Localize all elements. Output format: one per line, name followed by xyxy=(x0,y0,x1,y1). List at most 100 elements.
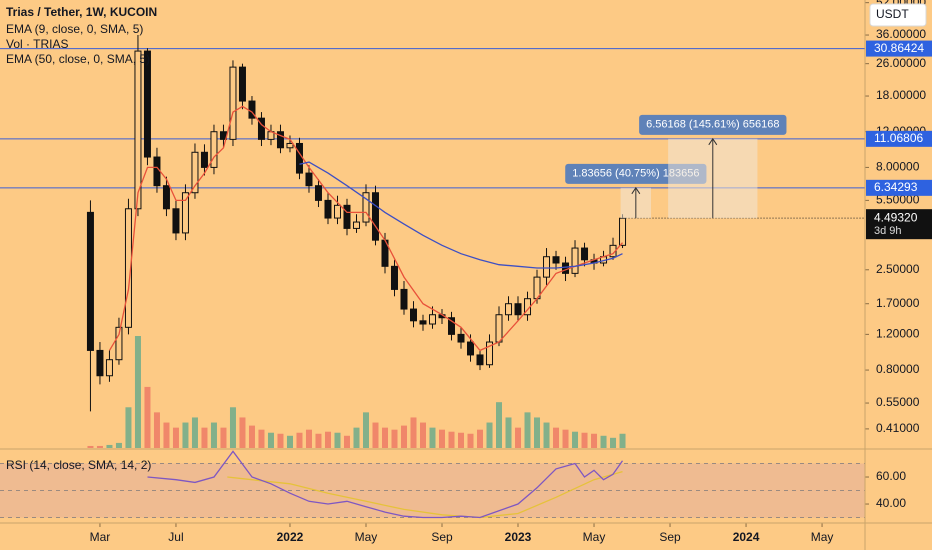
measure-arrowhead xyxy=(631,186,641,195)
legend-entry: Vol · TRIAS xyxy=(6,37,68,51)
volume-bar xyxy=(419,422,426,448)
volume-bar xyxy=(448,431,455,448)
volume-bar xyxy=(496,402,503,448)
x-tick-label: 2024 xyxy=(733,530,760,544)
candle-body xyxy=(476,354,484,366)
candle-body xyxy=(457,333,465,343)
volume-bar xyxy=(191,417,198,448)
measure-label-bg xyxy=(639,114,787,135)
volume-bar xyxy=(439,429,446,448)
x-tick-label: May xyxy=(811,530,834,544)
countdown: 3d 9h xyxy=(874,225,902,237)
y-tick-label: 60.00 xyxy=(876,469,906,483)
volume-bar xyxy=(343,435,350,448)
x-tick-label: May xyxy=(355,530,378,544)
candle-body xyxy=(153,156,161,187)
candle-body xyxy=(362,192,370,223)
candle-body xyxy=(505,303,513,316)
price-line-label: 6.34293 xyxy=(874,180,918,194)
volume-bar xyxy=(106,444,113,448)
x-tick-label: May xyxy=(583,530,606,544)
candle-body xyxy=(371,192,379,241)
candle-body xyxy=(419,320,427,325)
candle-body xyxy=(429,314,436,325)
volume-bar xyxy=(210,422,217,448)
volume-bar xyxy=(381,427,388,448)
candle-body xyxy=(514,303,522,316)
candle-body xyxy=(390,265,398,290)
volume-bar xyxy=(562,429,569,448)
candle-body xyxy=(143,50,151,158)
candle-body xyxy=(96,349,104,377)
rsi-pane xyxy=(0,450,865,519)
volume-bar xyxy=(96,445,103,448)
volume-bar xyxy=(144,386,151,448)
currency: USDT xyxy=(876,7,909,21)
candle-body xyxy=(295,142,303,174)
x-tick-label: Sep xyxy=(659,530,681,544)
volume-bar xyxy=(458,432,465,448)
volume-bar xyxy=(486,422,493,448)
y-tick-label: 1.70000 xyxy=(876,296,920,310)
candle-body xyxy=(115,326,123,361)
volume-bar xyxy=(524,412,531,448)
volume-bar xyxy=(505,417,512,448)
volume-bar xyxy=(87,445,94,448)
volume-bar xyxy=(400,425,407,448)
volume-bar xyxy=(429,427,436,448)
volume-bar xyxy=(591,433,598,448)
volume-bar xyxy=(163,422,170,448)
x-tick-label: 2022 xyxy=(277,530,304,544)
volume-bar xyxy=(286,435,293,448)
candle-body xyxy=(305,172,313,187)
candle-body xyxy=(105,359,113,377)
candle-body xyxy=(229,66,237,140)
volume-bar xyxy=(515,427,522,448)
volume-bar xyxy=(172,427,179,448)
candle-body xyxy=(257,117,265,140)
candle-body xyxy=(86,211,94,351)
volume-bar xyxy=(334,432,341,448)
candle-body xyxy=(552,256,560,264)
symbol-title: Trias / Tether, 1W, KUCOIN xyxy=(6,5,157,19)
volume-bar xyxy=(258,429,265,448)
x-tick-label: Jul xyxy=(168,530,183,544)
currency-box[interactable] xyxy=(869,3,927,27)
y-tick-label: 0.41000 xyxy=(876,421,920,435)
measure-label: 6.56168 (145.61%) 656168 xyxy=(646,119,779,131)
candle-body xyxy=(238,66,246,102)
candle-body xyxy=(134,50,142,210)
volume-bar xyxy=(220,427,227,448)
candle-body xyxy=(162,185,170,210)
ema-line xyxy=(299,161,623,269)
candle-body xyxy=(324,199,332,219)
volume-bar xyxy=(296,432,303,448)
volume-bar xyxy=(134,336,141,448)
y-tick-label: 0.80000 xyxy=(876,362,920,376)
volume-bar xyxy=(239,417,246,448)
candle-body xyxy=(448,317,456,335)
volume-bar xyxy=(362,412,369,448)
volume-bar xyxy=(410,417,417,448)
x-tick-label: 2023 xyxy=(505,530,532,544)
volume-bar xyxy=(581,432,588,448)
volume-bar xyxy=(201,427,208,448)
candle-body xyxy=(276,131,284,149)
volume-bar xyxy=(324,431,331,448)
y-tick-label: 1.20000 xyxy=(876,327,920,341)
candle-body xyxy=(333,204,341,219)
price-line-label-bg xyxy=(866,40,932,57)
rsi-line xyxy=(147,450,624,519)
y-tick-label: 36.00000 xyxy=(876,27,926,41)
overlay: 52.0000036.0000026.0000018.0000012.00000… xyxy=(90,0,932,544)
y-tick-label: 26.00000 xyxy=(876,56,926,70)
candle-body xyxy=(495,314,503,343)
measure-arrowhead xyxy=(708,137,718,146)
price-line-label-bg xyxy=(866,179,932,196)
candle-body xyxy=(467,341,475,356)
candle-body xyxy=(200,151,208,168)
volume-bar xyxy=(391,429,398,448)
rsi-title: RSI (14, close, SMA, 14, 2) xyxy=(6,458,151,472)
